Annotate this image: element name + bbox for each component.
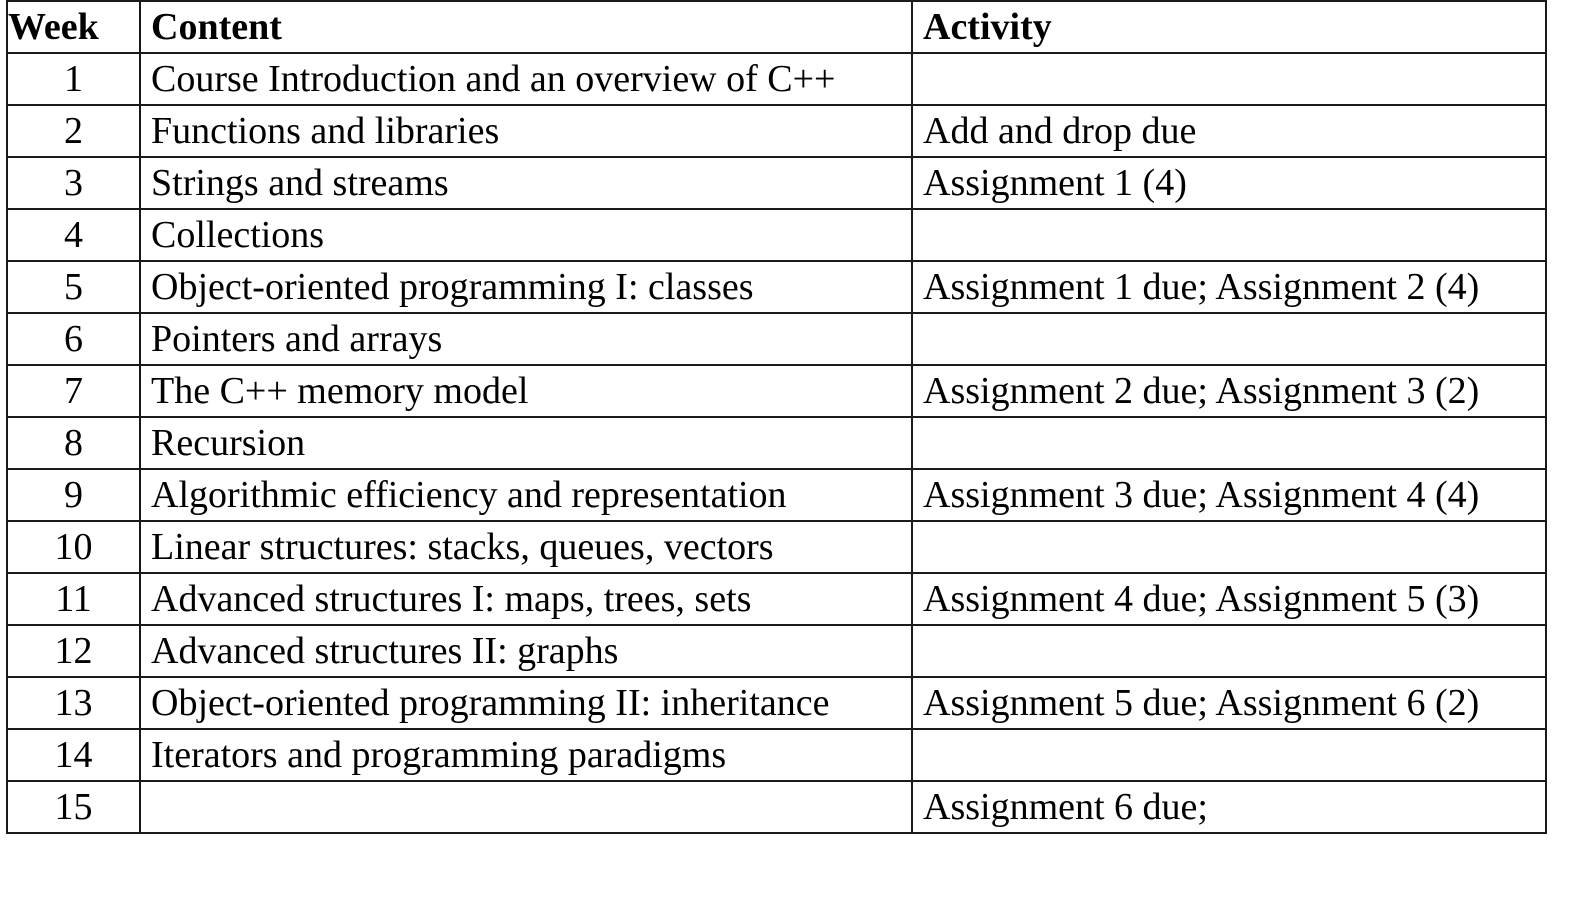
activity-cell: Assignment 1 (4) bbox=[911, 156, 1547, 210]
content-cell: Object-oriented programming I: classes bbox=[139, 260, 913, 314]
week-cell: 5 bbox=[6, 260, 141, 314]
table-row: 14 Iterators and programming paradigms bbox=[6, 728, 1547, 782]
course-schedule-table: Week Content Activity 1 Course Introduct… bbox=[6, 0, 1547, 834]
content-cell bbox=[139, 780, 913, 834]
week-cell: 3 bbox=[6, 156, 141, 210]
table-row: 1 Course Introduction and an overview of… bbox=[6, 52, 1547, 106]
week-cell: 15 bbox=[6, 780, 141, 834]
content-cell: Advanced structures I: maps, trees, sets bbox=[139, 572, 913, 626]
week-cell: 1 bbox=[6, 52, 141, 106]
table-row: 4 Collections bbox=[6, 208, 1547, 262]
table-row: 13 Object-oriented programming II: inher… bbox=[6, 676, 1547, 730]
content-cell: Object-oriented programming II: inherita… bbox=[139, 676, 913, 730]
activity-cell: Add and drop due bbox=[911, 104, 1547, 158]
week-cell: 11 bbox=[6, 572, 141, 626]
table-row: 15 Assignment 6 due; bbox=[6, 780, 1547, 834]
table-row: 2 Functions and libraries Add and drop d… bbox=[6, 104, 1547, 158]
activity-cell: Assignment 4 due; Assignment 5 (3) bbox=[911, 572, 1547, 626]
content-cell: Algorithmic efficiency and representatio… bbox=[139, 468, 913, 522]
activity-column-header: Activity bbox=[911, 0, 1547, 54]
table-row: 10 Linear structures: stacks, queues, ve… bbox=[6, 520, 1547, 574]
content-cell: Collections bbox=[139, 208, 913, 262]
activity-cell: Assignment 3 due; Assignment 4 (4) bbox=[911, 468, 1547, 522]
header-row: Week Content Activity bbox=[6, 0, 1547, 54]
activity-cell: Assignment 1 due; Assignment 2 (4) bbox=[911, 260, 1547, 314]
activity-cell bbox=[911, 416, 1547, 470]
activity-cell bbox=[911, 520, 1547, 574]
week-column-header: Week bbox=[6, 0, 141, 54]
content-cell: The C++ memory model bbox=[139, 364, 913, 418]
week-cell: 8 bbox=[6, 416, 141, 470]
table-row: 3 Strings and streams Assignment 1 (4) bbox=[6, 156, 1547, 210]
content-cell: Linear structures: stacks, queues, vecto… bbox=[139, 520, 913, 574]
week-cell: 10 bbox=[6, 520, 141, 574]
activity-cell: Assignment 6 due; bbox=[911, 780, 1547, 834]
table-row: 9 Algorithmic efficiency and representat… bbox=[6, 468, 1547, 522]
week-cell: 2 bbox=[6, 104, 141, 158]
week-cell: 4 bbox=[6, 208, 141, 262]
table-row: 5 Object-oriented programming I: classes… bbox=[6, 260, 1547, 314]
table-row: 7 The C++ memory model Assignment 2 due;… bbox=[6, 364, 1547, 418]
content-cell: Pointers and arrays bbox=[139, 312, 913, 366]
week-cell: 12 bbox=[6, 624, 141, 678]
content-cell: Recursion bbox=[139, 416, 913, 470]
activity-cell bbox=[911, 624, 1547, 678]
activity-cell bbox=[911, 312, 1547, 366]
week-cell: 7 bbox=[6, 364, 141, 418]
table-row: 6 Pointers and arrays bbox=[6, 312, 1547, 366]
activity-cell bbox=[911, 52, 1547, 106]
table-row: 8 Recursion bbox=[6, 416, 1547, 470]
content-cell: Strings and streams bbox=[139, 156, 913, 210]
table-row: 11 Advanced structures I: maps, trees, s… bbox=[6, 572, 1547, 626]
schedule-sheet: Week Content Activity 1 Course Introduct… bbox=[6, 0, 1547, 834]
content-cell: Advanced structures II: graphs bbox=[139, 624, 913, 678]
content-cell: Course Introduction and an overview of C… bbox=[139, 52, 913, 106]
activity-cell bbox=[911, 208, 1547, 262]
week-cell: 13 bbox=[6, 676, 141, 730]
activity-cell bbox=[911, 728, 1547, 782]
content-column-header: Content bbox=[139, 0, 913, 54]
week-cell: 9 bbox=[6, 468, 141, 522]
activity-cell: Assignment 2 due; Assignment 3 (2) bbox=[911, 364, 1547, 418]
content-cell: Functions and libraries bbox=[139, 104, 913, 158]
week-cell: 14 bbox=[6, 728, 141, 782]
table-row: 12 Advanced structures II: graphs bbox=[6, 624, 1547, 678]
activity-cell: Assignment 5 due; Assignment 6 (2) bbox=[911, 676, 1547, 730]
week-cell: 6 bbox=[6, 312, 141, 366]
content-cell: Iterators and programming paradigms bbox=[139, 728, 913, 782]
